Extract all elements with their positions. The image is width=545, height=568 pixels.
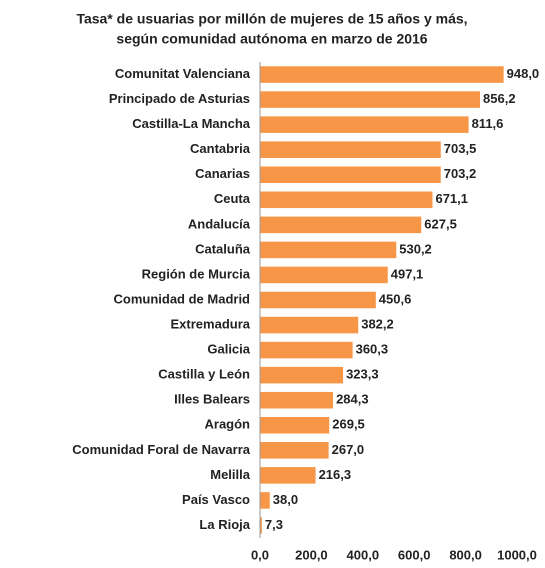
bar (260, 391, 334, 409)
chart-title: según comunidad autónoma en marzo de 201… (116, 31, 427, 47)
value-label: 811,6 (472, 116, 504, 131)
y-tick-label: Andalucía (188, 216, 251, 231)
value-label: 703,5 (444, 141, 477, 156)
value-label: 323,3 (346, 367, 379, 382)
x-tick-label: 200,0 (295, 547, 328, 562)
bar (260, 467, 316, 484)
value-label: 267,0 (332, 442, 365, 457)
x-tick-label: 1000,0 (497, 547, 537, 562)
chart-title: Tasa* de usuarias por millón de mujeres … (76, 11, 467, 27)
y-tick-label: Extremadura (171, 316, 251, 331)
value-label: 530,2 (399, 241, 432, 256)
value-label: 671,1 (435, 191, 468, 206)
x-tick-label: 800,0 (449, 547, 482, 562)
y-tick-label: Ceuta (214, 191, 251, 206)
value-label: 703,2 (444, 166, 477, 181)
value-label: 948,0 (507, 66, 540, 81)
y-tick-label: Illes Balears (174, 392, 250, 407)
y-tick-label: Cataluña (195, 241, 251, 256)
bar (260, 216, 422, 234)
y-tick-label: Comunitat Valenciana (115, 66, 251, 81)
bar (260, 291, 376, 309)
value-label: 627,5 (424, 216, 457, 231)
bar (260, 141, 441, 158)
bar (260, 191, 433, 209)
y-tick-label: Melilla (210, 467, 251, 482)
value-label: 360,3 (356, 342, 389, 357)
bar (260, 166, 441, 184)
y-tick-label: Aragón (205, 417, 251, 432)
bar (260, 241, 397, 259)
value-label: 497,1 (391, 266, 424, 281)
bar (260, 517, 262, 534)
value-label: 38,0 (273, 492, 298, 507)
y-tick-label: Comunidad de Madrid (114, 291, 251, 306)
y-tick-label: La Rioja (199, 517, 250, 532)
bar (260, 266, 388, 284)
value-label: 269,5 (332, 417, 365, 432)
value-label: 284,3 (336, 392, 369, 407)
value-label: 216,3 (319, 467, 352, 482)
y-tick-label: Galicia (207, 342, 250, 357)
value-label: 382,2 (361, 316, 394, 331)
value-label: 856,2 (483, 91, 516, 106)
y-tick-label: Principado de Asturias (109, 91, 250, 106)
bar (260, 66, 504, 83)
y-tick-label: Cantabria (190, 141, 251, 156)
bar (260, 416, 330, 434)
bar (260, 341, 353, 359)
x-tick-label: 0,0 (251, 547, 269, 562)
y-tick-label: Región de Murcia (142, 266, 251, 281)
value-label: 450,6 (379, 291, 412, 306)
y-tick-label: Castilla y León (158, 367, 250, 382)
bar (260, 366, 344, 384)
bar (260, 316, 359, 334)
x-tick-label: 600,0 (398, 547, 431, 562)
bar (260, 116, 469, 133)
y-tick-label: Canarias (195, 166, 250, 181)
bar (260, 442, 329, 459)
bar (260, 492, 270, 509)
value-label: 7,3 (265, 517, 283, 532)
y-tick-label: Castilla-La Mancha (132, 116, 251, 131)
bar (260, 91, 481, 108)
y-tick-label: País Vasco (182, 492, 250, 507)
y-tick-label: Comunidad Foral de Navarra (72, 442, 250, 457)
x-tick-label: 400,0 (347, 547, 380, 562)
